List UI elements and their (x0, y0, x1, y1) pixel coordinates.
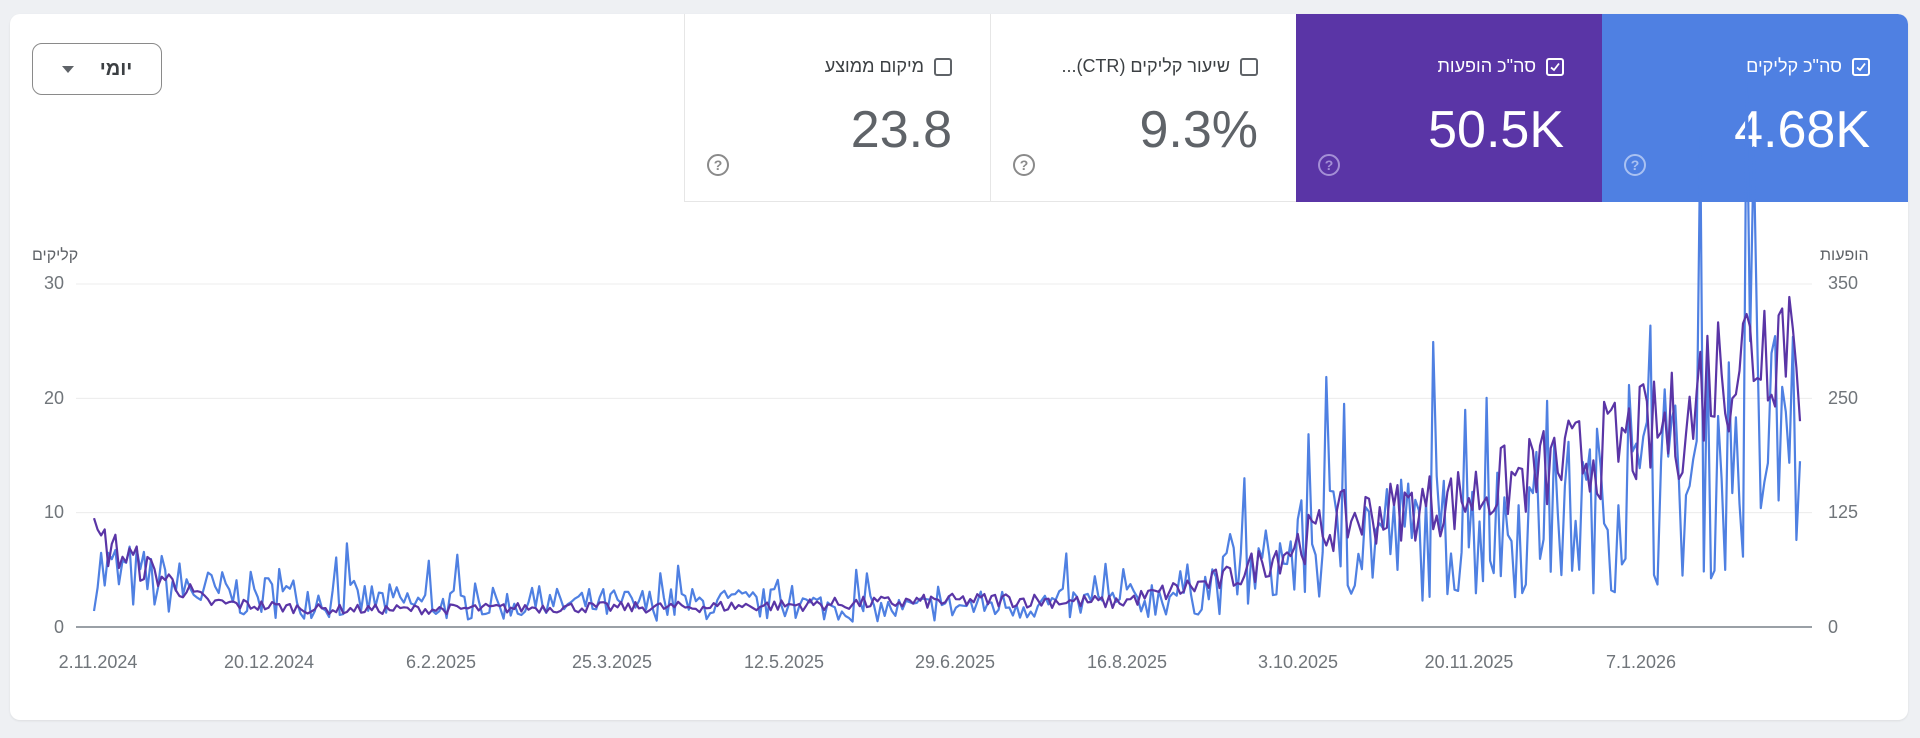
right-axis-title: הופעות (1820, 247, 1869, 264)
clicks-series-line (92, 69, 1802, 623)
x-tick: 7.1.2026 (1605, 652, 1677, 672)
metric-value: 50.5K (1428, 101, 1564, 159)
x-tick: 6.2.2025 (405, 652, 477, 672)
x-tick: 25.3.2025 (571, 652, 653, 672)
y-left-tick: 20 (44, 388, 65, 408)
checkbox-checked-icon[interactable] (1546, 57, 1564, 76)
y-right-tick: 0 (1828, 617, 1839, 637)
help-icon[interactable]: ? (1318, 154, 1340, 176)
checkbox-unchecked-icon[interactable] (1240, 57, 1258, 76)
granularity-dropdown[interactable]: יומי (32, 43, 162, 95)
granularity-label: יומי (99, 57, 133, 80)
chevron-down-icon (61, 65, 74, 73)
x-tick: 20.11.2025 (1424, 652, 1514, 672)
x-tick: 2.11.2024 (58, 652, 138, 672)
x-tick: 12.5.2025 (743, 652, 825, 672)
y-left-tick: 30 (44, 273, 65, 293)
metric-title: שיעור קליקים (CTR)... (1061, 56, 1230, 76)
metric-value: 23.8 (850, 101, 952, 159)
impressions-series-line (92, 295, 1802, 616)
x-tick: 20.12.2024 (223, 652, 315, 672)
x-tick: 3.10.2025 (1257, 652, 1339, 672)
metric-card-ctr[interactable]: שיעור קליקים (CTR)... 9.3% ? (990, 14, 1296, 202)
x-tick: 29.6.2025 (914, 652, 996, 672)
y-left-tick: 10 (44, 502, 65, 522)
metric-title: מיקום ממוצע (824, 56, 924, 76)
metric-title: סה"כ הופעות (1437, 56, 1536, 76)
metric-card-impressions[interactable]: סה"כ הופעות 50.5K ? (1296, 14, 1602, 202)
help-icon[interactable]: ? (707, 154, 729, 176)
checkbox-checked-icon[interactable] (1852, 57, 1870, 76)
help-icon[interactable]: ? (1624, 154, 1646, 176)
metric-value: 9.3% (1139, 101, 1258, 159)
y-left-tick: 0 (54, 617, 65, 637)
x-tick: 16.8.2025 (1086, 652, 1168, 672)
metric-title: סה"כ קליקים (1746, 56, 1842, 76)
performance-panel: יומי סה"כ קליקים 4.68K ? סה"כ הופעות 50.… (10, 14, 1908, 720)
metric-card-position[interactable]: מיקום ממוצע 23.8 ? (684, 14, 990, 202)
help-icon[interactable]: ? (1013, 154, 1035, 176)
y-right-tick: 125 (1828, 502, 1859, 522)
left-axis-title: קליקים (32, 247, 79, 264)
line-chart[interactable] (10, 14, 1908, 720)
checkbox-unchecked-icon[interactable] (934, 57, 952, 76)
y-right-tick: 250 (1828, 388, 1859, 408)
metric-value: 4.68K (1734, 101, 1870, 159)
y-right-tick: 350 (1828, 273, 1859, 293)
